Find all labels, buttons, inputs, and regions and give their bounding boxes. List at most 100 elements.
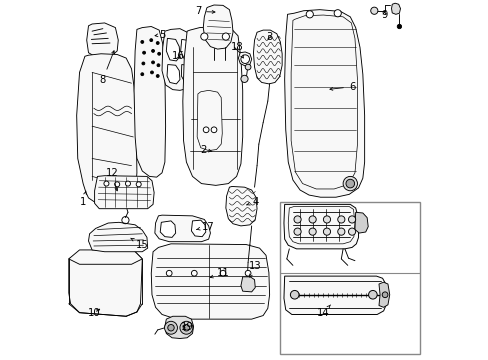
Circle shape [158,52,160,55]
Text: 6: 6 [329,82,355,92]
Circle shape [368,291,376,299]
Polygon shape [88,222,147,252]
Polygon shape [180,40,190,59]
Circle shape [244,270,250,276]
Text: 13: 13 [248,261,261,277]
Circle shape [293,216,301,223]
Circle shape [382,292,387,298]
Circle shape [220,270,225,276]
Circle shape [157,64,160,67]
Circle shape [203,127,208,133]
Polygon shape [164,316,193,338]
Circle shape [211,127,217,133]
Circle shape [156,75,159,77]
Polygon shape [391,3,400,14]
Polygon shape [284,10,364,197]
Polygon shape [151,244,269,319]
Text: 16: 16 [171,51,184,61]
Polygon shape [284,276,386,315]
Polygon shape [167,64,180,84]
Polygon shape [241,277,255,292]
Polygon shape [155,215,210,242]
Circle shape [150,71,153,74]
Text: 9: 9 [380,10,387,20]
Circle shape [149,39,152,41]
Polygon shape [77,54,137,206]
Circle shape [337,228,344,235]
Polygon shape [354,212,367,233]
Text: 11: 11 [210,268,229,278]
Polygon shape [183,27,242,185]
Circle shape [323,228,330,235]
Polygon shape [238,52,251,66]
Text: 3: 3 [266,32,272,41]
Circle shape [167,324,174,331]
Circle shape [142,62,144,65]
Polygon shape [181,64,191,82]
Text: 1: 1 [80,191,86,207]
Circle shape [290,291,298,299]
Circle shape [156,41,159,44]
Circle shape [244,64,250,70]
Circle shape [348,216,355,223]
Polygon shape [166,39,180,61]
Polygon shape [378,282,389,307]
Circle shape [164,321,177,334]
Circle shape [241,75,247,82]
Circle shape [333,10,341,17]
Circle shape [136,182,141,187]
Polygon shape [203,5,233,49]
Circle shape [142,51,145,54]
Circle shape [115,182,120,187]
Circle shape [151,61,154,64]
Text: 4: 4 [246,197,258,207]
Polygon shape [94,176,154,209]
Circle shape [241,55,249,63]
Text: 14: 14 [316,305,330,318]
Circle shape [180,321,192,334]
Text: 10: 10 [87,308,100,318]
Text: 5: 5 [155,30,165,40]
Text: 15: 15 [130,238,148,249]
Polygon shape [160,221,175,237]
Polygon shape [225,186,257,226]
Polygon shape [134,27,165,177]
Polygon shape [253,30,282,84]
Polygon shape [86,23,118,58]
Polygon shape [69,252,142,316]
Circle shape [201,33,207,40]
Text: 7: 7 [194,6,215,17]
Circle shape [141,41,143,43]
Circle shape [104,181,109,186]
Circle shape [305,11,313,18]
Circle shape [346,179,354,188]
Circle shape [323,216,330,223]
Text: 12: 12 [105,168,118,191]
Circle shape [343,176,357,191]
Circle shape [348,228,355,235]
Polygon shape [69,250,142,264]
Circle shape [191,270,197,276]
Circle shape [183,324,189,331]
Circle shape [166,270,172,276]
Circle shape [222,33,229,40]
Polygon shape [287,207,354,244]
Circle shape [308,228,316,235]
Polygon shape [284,204,358,249]
Polygon shape [191,220,205,237]
Text: 2: 2 [200,144,211,154]
Circle shape [141,73,143,76]
Polygon shape [162,29,194,90]
Circle shape [151,49,154,52]
Polygon shape [290,15,357,189]
Text: 8: 8 [100,51,114,85]
Text: 17: 17 [196,222,215,231]
Polygon shape [197,90,222,150]
Circle shape [370,7,377,14]
Circle shape [293,228,301,235]
Circle shape [308,216,316,223]
FancyBboxPatch shape [280,202,419,354]
Circle shape [396,24,401,29]
Text: 19: 19 [181,322,193,332]
Circle shape [125,181,130,186]
